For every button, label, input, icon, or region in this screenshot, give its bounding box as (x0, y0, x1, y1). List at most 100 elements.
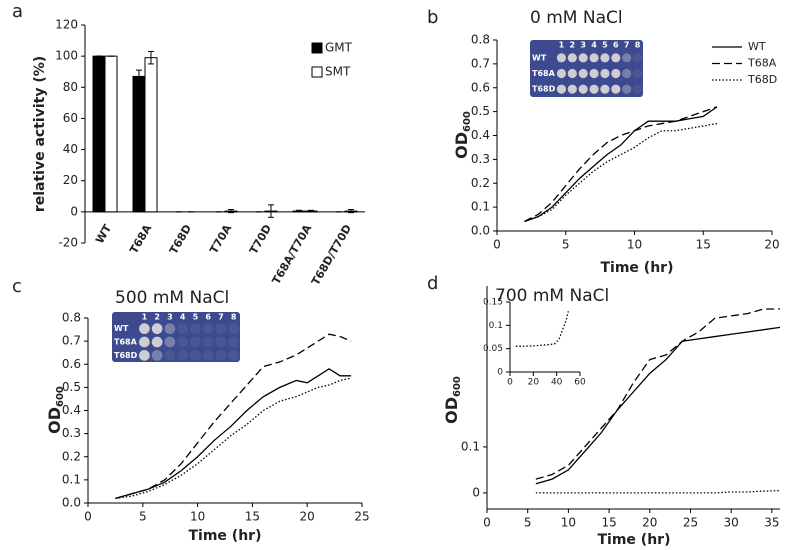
legend-swatch (311, 42, 323, 54)
colony-spot (622, 68, 632, 79)
bar (132, 75, 146, 213)
x-tick-label: T68A (127, 222, 154, 256)
x-tick-label: 15 (696, 238, 711, 252)
legend-swatch (311, 66, 323, 78)
y-tick-label: 0.15 (483, 298, 503, 308)
x-tick-label: 30 (724, 516, 739, 530)
y-tick-label: 120 (55, 18, 78, 32)
y-tick-label: 0.4 (471, 128, 490, 142)
series-line (535, 308, 780, 480)
colony-spot (589, 53, 599, 63)
plate-column-label: 8 (231, 313, 237, 322)
y-tick-label: 0.2 (62, 449, 81, 463)
y-tick-label: 0.2 (471, 176, 490, 190)
x-tick-label: 0 (507, 378, 513, 388)
colony-spot (190, 323, 201, 335)
x-tick-label: T68A/T70A (270, 222, 315, 287)
colony-spot (202, 349, 214, 361)
x-tick-label: 20 (528, 378, 540, 388)
colony-spot (622, 84, 632, 94)
y-axis-label-text: OD (442, 397, 461, 424)
colony-spot (202, 323, 214, 335)
legend-label: GMT (325, 41, 353, 55)
y-tick-label: 0.1 (471, 200, 490, 214)
colony-spot (622, 53, 632, 63)
plate-column-label: 3 (167, 313, 173, 322)
colony-spot (556, 84, 567, 94)
chart-title: 0 mM NaCl (530, 8, 623, 28)
x-tick-label: 20 (764, 238, 779, 252)
colony-spot (632, 68, 643, 79)
y-axis-label-text: OD (452, 132, 471, 159)
x-tick-label: 20 (642, 516, 657, 530)
x-tick-label: 5 (139, 510, 147, 524)
y-tick-label: 60 (63, 111, 78, 125)
series-line (524, 122, 718, 223)
x-tick-label: 15 (245, 510, 260, 524)
chart-title: 700 mM NaCl (495, 286, 609, 306)
colony-spot (164, 336, 176, 348)
bar (92, 55, 106, 213)
colony-spot (151, 349, 163, 361)
colony-spot (556, 53, 567, 63)
plate-column-label: 7 (218, 313, 224, 322)
x-tick-label: 0 (483, 516, 491, 530)
colony-spot (556, 68, 567, 79)
series-line (115, 333, 352, 500)
colony-spot (578, 53, 588, 63)
colony-spot (177, 349, 188, 361)
colony-spot (139, 336, 150, 348)
x-axis-label: Time (hr) (189, 528, 262, 544)
y-tick-label: -20 (58, 236, 78, 250)
x-tick-label: 10 (561, 516, 576, 530)
y-tick-label: 0.7 (471, 56, 490, 70)
colony-spot (151, 323, 163, 335)
plate-column-label: 8 (635, 41, 641, 50)
legend-label: SMT (325, 65, 351, 79)
plate-column-label: 6 (205, 313, 211, 322)
legend-label: WT (748, 40, 766, 53)
plate-column-label: 7 (624, 41, 630, 50)
panel-letter: c (12, 276, 22, 297)
colony-spot (600, 53, 610, 63)
y-axis-label-sub: 600 (462, 111, 473, 132)
y-tick-label: 0.7 (62, 334, 81, 348)
y-tick-label: 0.5 (62, 380, 81, 394)
x-axis-label: Time (hr) (601, 260, 674, 276)
y-tick-label: 80 (63, 80, 78, 94)
y-tick-label: 0.05 (483, 344, 503, 354)
x-tick-label: 10 (190, 510, 205, 524)
colony-spot (139, 349, 150, 361)
plate-column-label: 1 (142, 313, 148, 322)
y-axis-label: relative activity (%) (32, 56, 48, 212)
y-tick-label: 0 (497, 368, 503, 378)
y-axis-label-sub: 600 (452, 376, 463, 397)
series-line (524, 106, 718, 223)
y-tick-label: 20 (63, 173, 78, 187)
y-axis-label: OD600 (452, 111, 474, 159)
colony-spot (215, 349, 227, 361)
colony-spot (177, 323, 188, 335)
y-tick-label: 0.6 (471, 80, 490, 94)
colony-spot (578, 68, 588, 79)
colony-spot (578, 84, 588, 94)
colony-spot (567, 53, 577, 63)
plate-row-label: T68D (532, 85, 556, 94)
legend-label: T68D (747, 73, 777, 86)
plate-column-label: 5 (193, 313, 199, 322)
colony-spot (177, 336, 188, 348)
plate-row-label: WT (114, 324, 129, 333)
colony-spot (228, 336, 239, 348)
panel-letter: b (427, 7, 438, 28)
x-tick-label: 5 (562, 238, 570, 252)
y-tick-label: 0.8 (62, 311, 81, 325)
series-line (115, 377, 352, 500)
plate-column-label: 3 (580, 41, 586, 50)
x-tick-label: 25 (683, 516, 698, 530)
colony-spot (151, 336, 163, 348)
colony-spot (632, 53, 643, 63)
y-tick-label: 0.5 (471, 104, 490, 118)
y-axis-label-sub: 600 (55, 386, 66, 407)
colony-spot (589, 68, 599, 79)
y-axis-label: OD600 (442, 376, 464, 424)
